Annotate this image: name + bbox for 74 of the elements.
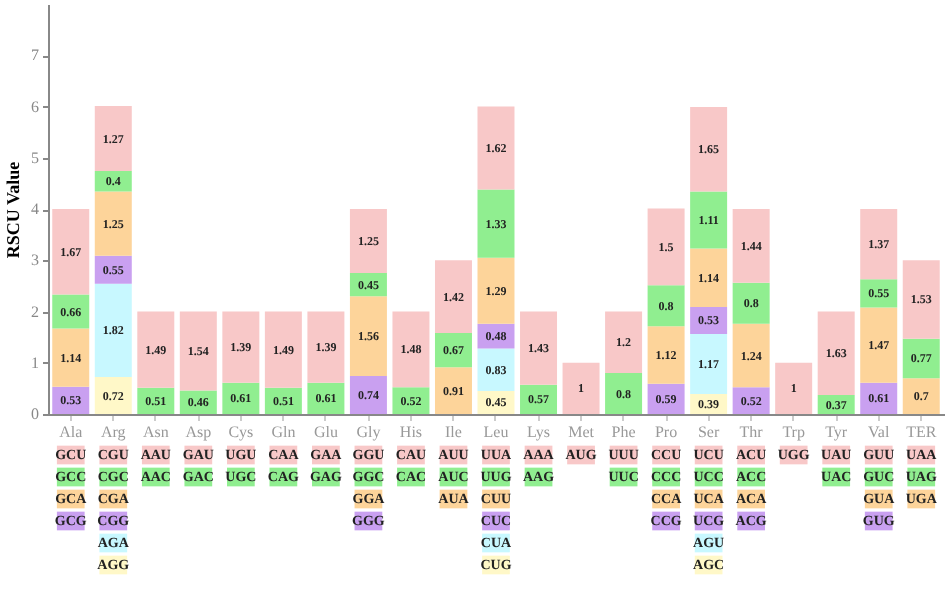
bar: [94, 191, 132, 256]
x-tick-label: Thr: [739, 423, 764, 441]
bar: [349, 376, 387, 414]
y-tick-label: 1: [31, 353, 39, 372]
y-tick-label: 4: [31, 200, 39, 218]
x-tick-label: Arg: [100, 423, 126, 441]
bar: [94, 105, 132, 172]
bar: [690, 248, 728, 307]
x-tick-label: Val: [868, 423, 891, 441]
bar: [179, 311, 217, 391]
x-tick-label: Phe: [611, 423, 637, 441]
x-tick-label: Met: [568, 423, 596, 441]
x-tick-label: Ser: [697, 423, 720, 441]
y-tick-label: 2: [31, 302, 39, 321]
bar: [690, 191, 728, 249]
bar: [94, 283, 132, 378]
bar: [562, 362, 600, 414]
x-tick-label: Gly: [356, 423, 381, 441]
y-axis-title: RSCU Value: [3, 161, 23, 259]
bar: [307, 311, 345, 383]
x-tick-label: Pro: [654, 423, 678, 441]
bar: [477, 189, 515, 258]
bar: [775, 362, 813, 414]
bar: [647, 208, 685, 286]
y-tick-label: 0: [31, 405, 39, 423]
x-tick-label: Gln: [271, 423, 296, 441]
bar: [520, 311, 558, 385]
bar: [860, 209, 898, 280]
x-tick-label: Tyr: [825, 423, 848, 441]
bar: [647, 285, 685, 327]
bar: [392, 311, 430, 388]
bar: [349, 209, 387, 274]
bar: [902, 260, 940, 339]
bar: [434, 367, 472, 414]
bar: [392, 387, 430, 414]
y-tick-label: 6: [31, 97, 39, 116]
bar: [222, 311, 260, 383]
x-tick-label: Leu: [483, 423, 509, 441]
bar: [860, 307, 898, 383]
bar: [605, 311, 643, 373]
bar: [477, 106, 515, 190]
y-tick-label: 5: [31, 148, 39, 167]
bar: [690, 334, 728, 395]
bar: [349, 296, 387, 377]
x-tick-label: Ile: [445, 423, 463, 441]
x-tick-label: Glu: [313, 423, 338, 441]
bar: [94, 171, 132, 192]
x-tick-label: His: [399, 423, 423, 441]
bar: [732, 282, 770, 324]
x-tick-label: Ala: [59, 423, 84, 441]
y-tick-label: 3: [31, 251, 39, 270]
bar: [94, 377, 132, 414]
x-tick-label: Lys: [526, 423, 551, 441]
bar: [690, 107, 728, 192]
bar: [732, 209, 770, 283]
bar: [137, 311, 175, 388]
x-tick-label: Asp: [185, 423, 212, 441]
bar: [817, 311, 855, 396]
bar: [477, 348, 515, 391]
bar: [902, 378, 940, 414]
x-tick-label: Trp: [782, 423, 805, 441]
bar: [434, 260, 472, 334]
bar: [605, 373, 643, 414]
bar: [647, 326, 685, 384]
x-tick-label: Cys: [228, 423, 254, 441]
bar: [732, 323, 770, 388]
x-tick-label: TER: [906, 423, 938, 441]
bar: [52, 328, 90, 387]
x-tick-label: Asn: [142, 423, 169, 441]
bar: [477, 257, 515, 324]
bar: [52, 209, 90, 295]
y-tick-label: 7: [31, 46, 39, 65]
bar: [902, 338, 940, 379]
bar: [264, 311, 302, 388]
